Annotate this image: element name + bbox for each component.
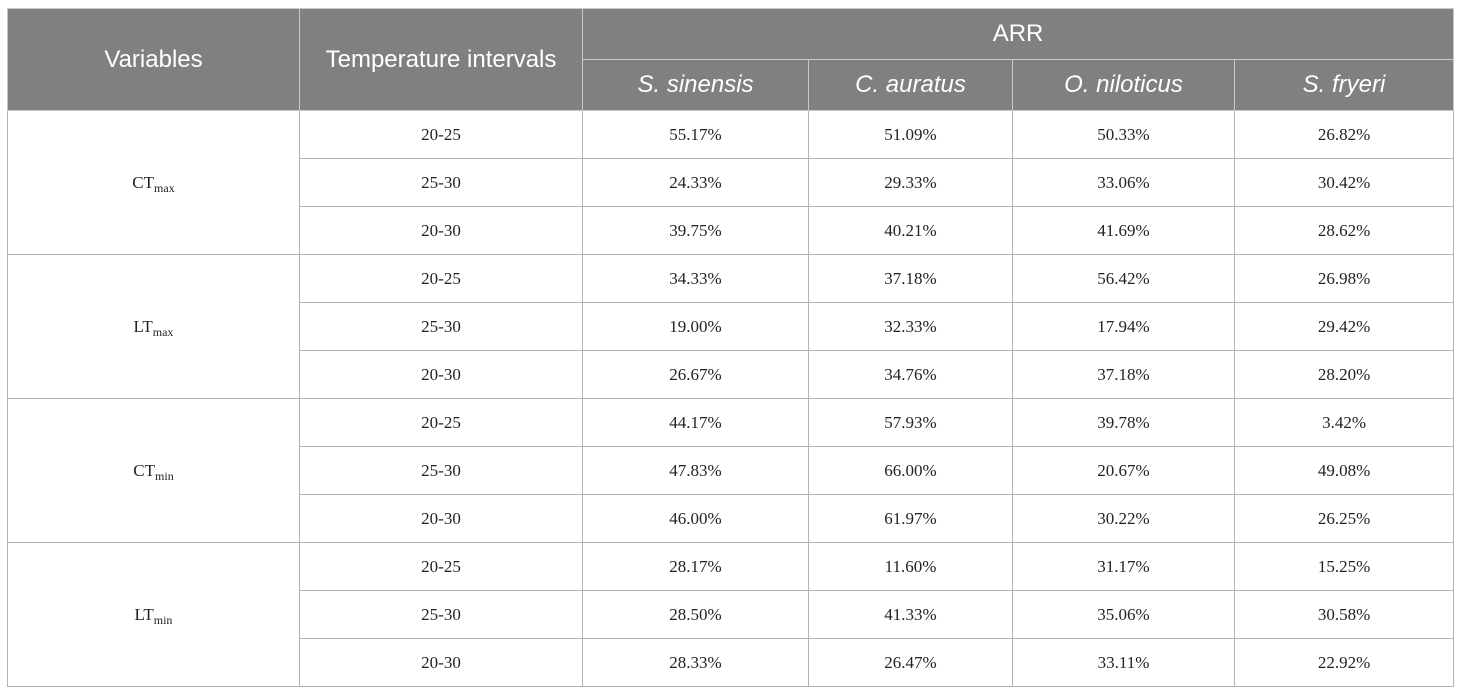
value-cell: 49.08% — [1233, 446, 1455, 495]
variable-main: CT — [132, 172, 155, 192]
value-cell: 44.17% — [582, 398, 809, 447]
value-cell: 28.17% — [582, 542, 809, 591]
value-cell: 22.92% — [1233, 638, 1455, 687]
variable-sub: min — [153, 612, 173, 627]
header-species-o-niloticus: O. niloticus — [1012, 59, 1235, 111]
value-cell: 26.82% — [1233, 110, 1455, 159]
variable-main: LT — [133, 316, 153, 336]
header-arr: ARR — [581, 8, 1455, 60]
value-cell: 15.25% — [1233, 542, 1455, 591]
value-cell: 34.76% — [808, 350, 1013, 399]
value-cell: 39.78% — [1012, 398, 1235, 447]
value-cell: 20.67% — [1012, 446, 1235, 495]
arr-table-container: Variables Temperature intervals ARR S. s… — [7, 8, 1455, 687]
table-row: CTmin 20-25 44.17% 57.93% 39.78% 3.42% — [7, 398, 1455, 543]
header-variables: Variables — [7, 8, 300, 111]
variable-sub: max — [152, 324, 174, 339]
value-cell: 30.58% — [1233, 590, 1455, 639]
interval-cell: 20-25 — [299, 110, 583, 159]
value-cell: 37.18% — [1012, 350, 1235, 399]
value-cell: 32.33% — [808, 302, 1013, 351]
interval-cell: 20-30 — [299, 494, 583, 543]
value-cell: 30.22% — [1012, 494, 1235, 543]
value-cell: 51.09% — [808, 110, 1013, 159]
value-cell: 37.18% — [808, 254, 1013, 303]
value-cell: 50.33% — [1012, 110, 1235, 159]
value-cell: 39.75% — [582, 206, 809, 255]
arr-table: Variables Temperature intervals ARR S. s… — [7, 8, 1455, 687]
value-cell: 47.83% — [582, 446, 809, 495]
value-cell: 28.50% — [582, 590, 809, 639]
value-cell: 61.97% — [808, 494, 1013, 543]
value-cell: 33.11% — [1012, 638, 1235, 687]
value-cell: 30.42% — [1233, 158, 1455, 207]
table-row: 20-30 28.33% 26.47% 33.11% 22.92% — [8, 638, 1455, 687]
value-cell: 26.67% — [582, 350, 809, 399]
value-cell: 56.42% — [1012, 254, 1235, 303]
table-row: LTmin 20-25 28.17% 11.60% 31.17% 15.25% — [7, 542, 1455, 687]
value-cell: 28.33% — [582, 638, 809, 687]
value-cell: 24.33% — [582, 158, 809, 207]
interval-cell: 20-25 — [299, 542, 583, 591]
value-cell: 41.33% — [808, 590, 1013, 639]
interval-cell: 20-30 — [299, 350, 583, 399]
value-cell: 26.25% — [1233, 494, 1455, 543]
variable-sub: min — [155, 468, 174, 483]
variable-sub: max — [154, 180, 175, 195]
table-header: Variables Temperature intervals ARR S. s… — [7, 8, 1455, 111]
value-cell: 46.00% — [582, 494, 809, 543]
table-row: 20-30 46.00% 61.97% 30.22% 26.25% — [8, 494, 1455, 543]
variable-main: CT — [133, 460, 156, 480]
value-cell: 57.93% — [808, 398, 1013, 447]
table-row: 20-30 39.75% 40.21% 41.69% 28.62% — [8, 206, 1455, 255]
value-cell: 19.00% — [582, 302, 809, 351]
value-cell: 29.42% — [1233, 302, 1455, 351]
header-species-s-sinensis: S. sinensis — [582, 59, 809, 111]
table-body: CTmax 20-25 55.17% 51.09% 50.33% 26.82% … — [7, 110, 1455, 687]
header-species-c-auratus: C. auratus — [808, 59, 1013, 111]
table-row: CTmax 20-25 55.17% 51.09% 50.33% 26.82% — [7, 110, 1455, 255]
value-cell: 40.21% — [808, 206, 1013, 255]
header-species-s-fryeri: S. fryeri — [1233, 59, 1455, 111]
table-row: 25-30 47.83% 66.00% 20.67% 49.08% — [8, 446, 1455, 495]
table-row: LTmax 20-25 34.33% 37.18% 56.42% 26.98% — [7, 254, 1455, 399]
interval-cell: 20-25 — [299, 254, 583, 303]
value-cell: 33.06% — [1012, 158, 1235, 207]
interval-cell: 20-30 — [299, 638, 583, 687]
table-row: 25-30 19.00% 32.33% 17.94% 29.42% — [8, 302, 1455, 351]
header-temperature-intervals: Temperature intervals — [299, 8, 583, 111]
value-cell: 11.60% — [808, 542, 1013, 591]
table-row: 20-30 26.67% 34.76% 37.18% 28.20% — [8, 350, 1455, 399]
value-cell: 26.98% — [1233, 254, 1455, 303]
interval-cell: 25-30 — [299, 158, 583, 207]
value-cell: 35.06% — [1012, 590, 1235, 639]
variable-cell-ltmax: LTmax — [7, 254, 300, 399]
interval-cell: 25-30 — [299, 302, 583, 351]
value-cell: 3.42% — [1233, 398, 1455, 447]
variable-cell-ctmin: CTmin — [7, 398, 300, 543]
value-cell: 31.17% — [1012, 542, 1235, 591]
value-cell: 28.20% — [1233, 350, 1455, 399]
interval-cell: 20-25 — [299, 398, 583, 447]
interval-cell: 25-30 — [299, 590, 583, 639]
value-cell: 28.62% — [1233, 206, 1455, 255]
value-cell: 66.00% — [808, 446, 1013, 495]
variable-main: LT — [134, 604, 154, 624]
value-cell: 17.94% — [1012, 302, 1235, 351]
value-cell: 26.47% — [808, 638, 1013, 687]
variable-cell-ctmax: CTmax — [7, 110, 300, 255]
interval-cell: 25-30 — [299, 446, 583, 495]
interval-cell: 20-30 — [299, 206, 583, 255]
value-cell: 29.33% — [808, 158, 1013, 207]
value-cell: 55.17% — [582, 110, 809, 159]
variable-cell-ltmin: LTmin — [7, 542, 300, 687]
value-cell: 34.33% — [582, 254, 809, 303]
value-cell: 41.69% — [1012, 206, 1235, 255]
table-row: 25-30 24.33% 29.33% 33.06% 30.42% — [8, 158, 1455, 207]
